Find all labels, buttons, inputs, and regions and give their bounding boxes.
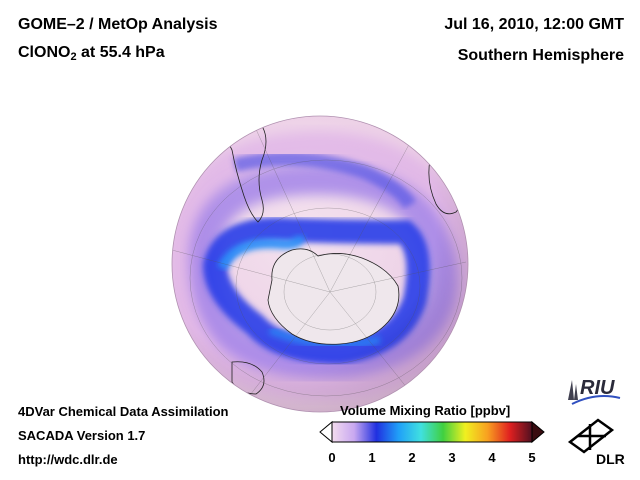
credit-url: http://wdc.dlr.de (18, 452, 118, 467)
colorbar-right-arrow (531, 420, 545, 444)
colorbar-tick-2: 2 (408, 450, 416, 465)
riu-emblem-icon (568, 380, 578, 400)
credit-line-2: SACADA Version 1.7 (18, 428, 146, 443)
dlr-logo: DLR (567, 418, 625, 467)
colorbar-gradient (331, 421, 533, 443)
product-title: GOME–2 / MetOp Analysis (18, 16, 218, 33)
colorbar-tick-4: 4 (488, 450, 496, 465)
dlr-logo-text: DLR (596, 451, 625, 467)
species-prefix: ClONO (18, 44, 71, 61)
species-suffix: at 55.4 hPa (76, 44, 165, 61)
riu-logo-text: RIU (580, 377, 615, 399)
species-subscript: 2 (70, 51, 77, 63)
colorbar (319, 420, 545, 444)
colorbar-tick-0: 0 (328, 450, 336, 465)
colorbar-left-arrow (319, 420, 333, 444)
riu-swoosh-icon (571, 395, 621, 405)
colorbar-tick-3: 3 (448, 450, 456, 465)
colorbar-tick-5: 5 (528, 450, 536, 465)
species-label: ClONO2 at 55.4 hPa (18, 44, 165, 63)
dlr-emblem-icon (567, 418, 615, 454)
date-label: Jul 16, 2010, 12:00 GMT (444, 16, 624, 33)
riu-logo: RIU (568, 377, 621, 405)
credit-line-1: 4DVar Chemical Data Assimilation (18, 404, 229, 419)
colorbar-tick-1: 1 (368, 450, 376, 465)
colorbar-title: Volume Mixing Ratio [ppbv] (340, 403, 511, 418)
region-label: Southern Hemisphere (457, 47, 624, 64)
